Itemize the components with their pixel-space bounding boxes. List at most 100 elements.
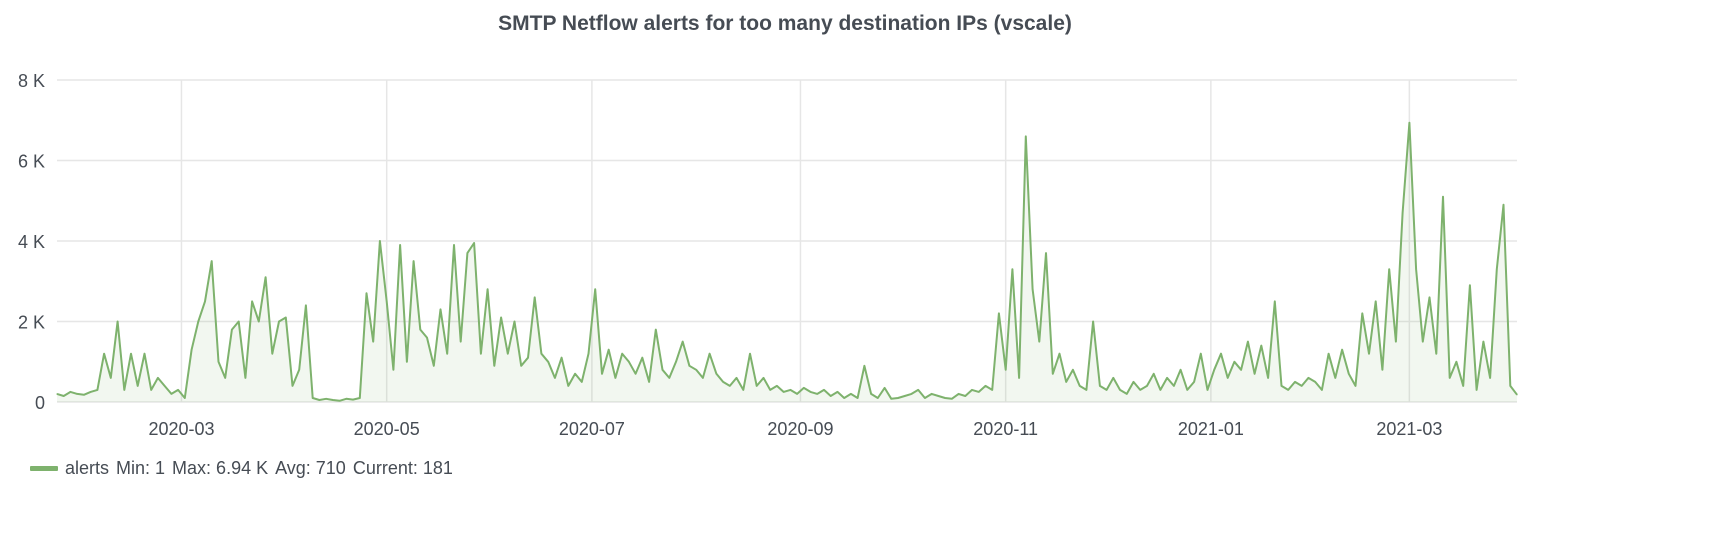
data-point bbox=[803, 387, 805, 389]
data-point bbox=[1274, 300, 1276, 302]
data-point bbox=[520, 365, 522, 367]
data-point bbox=[1052, 373, 1054, 375]
x-tick-label: 2020-11 bbox=[973, 419, 1038, 439]
data-point bbox=[116, 320, 119, 323]
data-point bbox=[406, 361, 408, 363]
data-point bbox=[897, 397, 899, 399]
data-point bbox=[1072, 369, 1074, 371]
series-line-alerts bbox=[56, 121, 1518, 402]
data-point bbox=[513, 320, 516, 323]
data-point bbox=[655, 328, 657, 331]
data-point bbox=[1408, 122, 1410, 124]
data-point bbox=[1173, 385, 1175, 387]
data-point bbox=[1005, 369, 1007, 371]
data-point bbox=[648, 381, 650, 383]
data-point bbox=[608, 349, 610, 351]
data-point bbox=[190, 349, 193, 351]
data-point bbox=[264, 276, 267, 278]
x-tick-label: 2021-01 bbox=[1178, 419, 1244, 439]
data-point bbox=[1058, 353, 1061, 355]
data-point bbox=[1011, 268, 1013, 270]
data-point bbox=[931, 393, 933, 395]
data-point bbox=[796, 393, 798, 395]
data-point bbox=[715, 373, 717, 375]
data-point bbox=[1314, 381, 1316, 383]
data-point bbox=[527, 357, 529, 359]
data-point bbox=[1092, 320, 1094, 323]
data-point bbox=[1301, 385, 1303, 387]
data-point bbox=[890, 398, 892, 400]
data-point bbox=[359, 397, 361, 399]
x-tick-label: 2020-05 bbox=[354, 419, 420, 439]
data-point bbox=[486, 288, 489, 290]
data-point bbox=[1348, 373, 1350, 375]
data-point bbox=[123, 389, 125, 391]
data-point bbox=[1455, 361, 1458, 363]
x-tick-label: 2021-03 bbox=[1376, 419, 1442, 439]
data-point bbox=[910, 393, 913, 395]
data-point bbox=[332, 399, 334, 401]
data-point bbox=[675, 361, 677, 363]
data-point bbox=[184, 397, 186, 399]
legend: alerts Min: 1 Max: 6.94 K Avg: 710 Curre… bbox=[30, 458, 460, 479]
data-point bbox=[1509, 385, 1511, 387]
data-point bbox=[1240, 369, 1242, 371]
data-point bbox=[426, 337, 428, 339]
data-point bbox=[412, 260, 415, 262]
data-point bbox=[1354, 385, 1357, 387]
data-point bbox=[1502, 204, 1505, 206]
data-point bbox=[446, 353, 448, 355]
data-point bbox=[63, 395, 65, 397]
x-tick-label: 2020-07 bbox=[559, 419, 625, 439]
data-point bbox=[1402, 212, 1404, 214]
data-point bbox=[1247, 341, 1249, 343]
data-point bbox=[399, 244, 401, 246]
data-point bbox=[735, 377, 738, 379]
data-point bbox=[285, 316, 287, 319]
data-point bbox=[379, 240, 381, 242]
data-point bbox=[1233, 361, 1236, 363]
data-point bbox=[110, 377, 112, 379]
data-point bbox=[1368, 353, 1370, 355]
data-point bbox=[480, 353, 482, 355]
data-point bbox=[534, 296, 536, 298]
data-point bbox=[278, 320, 280, 323]
x-tick-label: 2020-03 bbox=[148, 419, 214, 439]
data-point bbox=[1045, 252, 1047, 254]
data-point bbox=[1260, 345, 1262, 347]
data-point bbox=[1496, 268, 1498, 270]
data-point bbox=[978, 391, 980, 393]
data-point bbox=[1079, 385, 1081, 387]
data-point bbox=[1186, 389, 1188, 391]
data-point bbox=[251, 300, 253, 302]
data-point bbox=[816, 393, 818, 395]
data-point bbox=[1321, 389, 1323, 391]
legend-item-alerts[interactable]: alerts Min: 1 Max: 6.94 K Avg: 710 Curre… bbox=[30, 458, 460, 479]
data-point bbox=[1018, 377, 1020, 379]
data-point bbox=[352, 398, 354, 401]
data-point bbox=[1132, 381, 1135, 383]
data-point bbox=[1307, 377, 1310, 379]
data-point bbox=[338, 400, 341, 402]
data-point bbox=[143, 353, 146, 355]
data-point bbox=[729, 385, 731, 387]
data-point bbox=[69, 391, 72, 393]
data-point bbox=[567, 385, 569, 387]
data-point bbox=[587, 353, 590, 355]
legend-avg: Avg: 710 bbox=[275, 458, 346, 478]
data-point bbox=[1489, 377, 1491, 379]
y-tick-label: 0 bbox=[35, 393, 45, 413]
data-point bbox=[231, 328, 233, 331]
data-point bbox=[1476, 389, 1478, 391]
chart-title: SMTP Netflow alerts for too many destina… bbox=[498, 12, 1072, 35]
data-point bbox=[621, 353, 623, 355]
data-point bbox=[1193, 381, 1195, 383]
data-point bbox=[547, 361, 549, 363]
data-point bbox=[1287, 389, 1289, 391]
data-point bbox=[1025, 135, 1027, 137]
data-point bbox=[1085, 389, 1088, 391]
data-point bbox=[1516, 394, 1518, 396]
data-point bbox=[823, 389, 825, 391]
data-point bbox=[809, 391, 812, 393]
data-point bbox=[460, 341, 462, 343]
